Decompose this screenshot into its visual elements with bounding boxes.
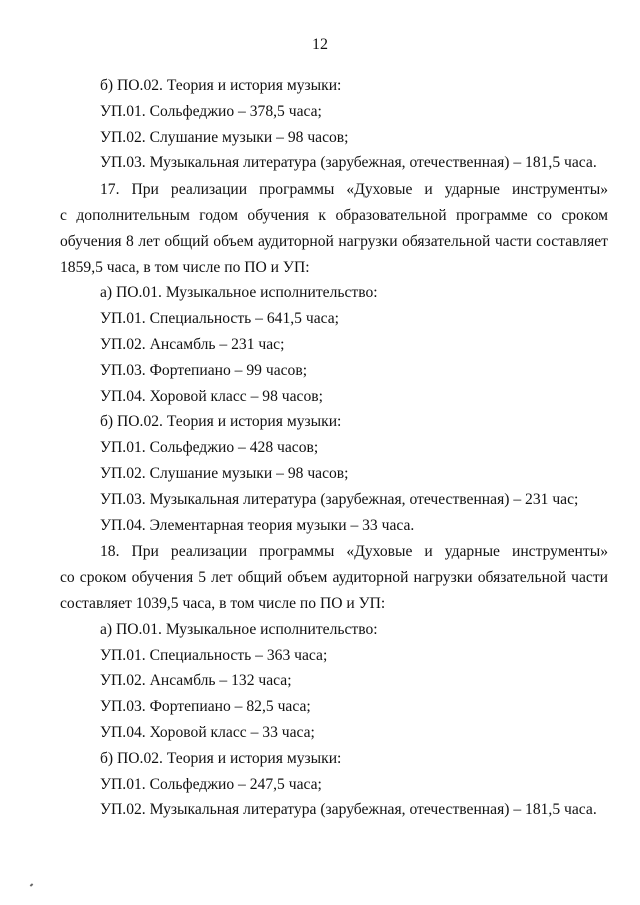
section-heading: б) ПО.02. Теория и история музыки:: [100, 749, 342, 767]
list-item: УП.02. Ансамбль – 132 часа;: [100, 672, 292, 690]
document-body: б) ПО.02. Теория и история музыки: УП.01…: [60, 73, 608, 823]
paragraph-18-line: со сроком обучения 5 лет общий объем ауд…: [60, 569, 608, 587]
list-item: УП.03. Музыкальная литература (зарубежна…: [100, 154, 597, 172]
list-item: УП.02. Ансамбль – 231 час;: [100, 335, 285, 353]
paragraph-17-line: с дополнительным годом обучения к образо…: [60, 206, 608, 224]
list-item: УП.03. Фортепиано – 82,5 часа;: [100, 698, 311, 716]
scan-speck: [29, 883, 34, 887]
list-item: УП.03. Фортепиано – 99 часов;: [100, 361, 308, 379]
paragraph-18-line: составляет 1039,5 часа, в том числе по П…: [60, 594, 386, 612]
paragraph-18-line: 18. При реализации программы «Духовые и …: [100, 543, 608, 561]
section-heading: а) ПО.01. Музыкальное исполнительство:: [100, 284, 378, 302]
paragraph-17-line: 1859,5 часа, в том числе по ПО и УП:: [60, 258, 310, 276]
list-item: УП.02. Музыкальная литература (зарубежна…: [100, 801, 597, 819]
section-heading: б) ПО.02. Теория и история музыки:: [100, 77, 342, 94]
list-item: УП.01. Специальность – 641,5 часа;: [100, 310, 339, 328]
list-item: УП.01. Сольфеджио – 428 часов;: [100, 439, 319, 457]
paragraph-17-line: обучения 8 лет общий объем аудиторной на…: [60, 232, 608, 250]
list-item: УП.01. Специальность – 363 часа;: [100, 646, 328, 664]
section-heading: а) ПО.01. Музыкальное исполнительство:: [100, 620, 378, 638]
section-heading: б) ПО.02. Теория и история музыки:: [100, 413, 342, 431]
list-item: УП.01. Сольфеджио – 378,5 часа;: [100, 102, 322, 120]
list-item: УП.04. Хоровой класс – 98 часов;: [100, 387, 323, 405]
paragraph-17-line: 17. При реализации программы «Духовые и …: [100, 181, 608, 199]
list-item: УП.01. Сольфеджио – 247,5 часа;: [100, 775, 322, 793]
list-item: УП.04. Хоровой класс – 33 часа;: [100, 723, 315, 741]
list-item: УП.03. Музыкальная литература (зарубежна…: [100, 490, 579, 508]
page-number: 12: [312, 36, 328, 53]
list-item: УП.02. Слушание музыки – 98 часов;: [100, 464, 349, 482]
list-item: УП.02. Слушание музыки – 98 часов;: [100, 128, 349, 146]
list-item: УП.04. Элементарная теория музыки – 33 ч…: [100, 516, 415, 534]
